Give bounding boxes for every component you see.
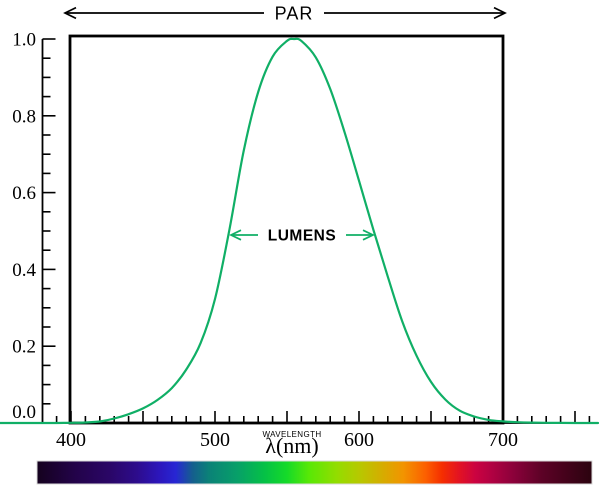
par-annotation: PAR <box>63 4 507 24</box>
y-tick-label: 0.2 <box>12 337 36 358</box>
y-tick-label: 0.8 <box>12 106 36 127</box>
x-tick-label: 500 <box>200 429 230 451</box>
y-tick-label: 1.0 <box>12 30 36 51</box>
x-axis-ticks <box>55 411 591 423</box>
y-tick-label: 0.4 <box>12 260 36 281</box>
y-tick-label: 0.6 <box>12 183 36 204</box>
x-tick-label: 600 <box>344 429 374 451</box>
luminosity-curve <box>0 37 600 425</box>
x-axis-title-small: WAVELENGTH <box>262 430 321 439</box>
y-tick-label: 0.0 <box>12 402 36 423</box>
x-tick-label: 700 <box>488 429 518 451</box>
par-arrowhead-right-icon <box>493 6 507 20</box>
x-axis-title: WAVELENGTH λ(nm) <box>262 430 321 458</box>
lumens-label: LUMENS <box>268 228 336 245</box>
spectrum-colorbar <box>36 460 593 485</box>
x-tick-label: 400 <box>56 429 86 451</box>
lumens-annotation: LUMENS <box>229 228 375 245</box>
y-axis-ticks <box>42 38 56 424</box>
x-axis-title-label: λ(nm) <box>265 433 318 458</box>
par-arrowhead-left-icon <box>63 6 77 20</box>
x-axis-tick-labels: 400 500 600 700 <box>56 429 518 451</box>
lumens-arrowhead-left-icon <box>229 229 242 241</box>
y-axis-tick-labels: 1.0 0.8 0.6 0.4 0.2 0.0 <box>12 30 36 424</box>
par-label: PAR <box>275 4 314 24</box>
lumens-arrowhead-right-icon <box>362 229 375 241</box>
